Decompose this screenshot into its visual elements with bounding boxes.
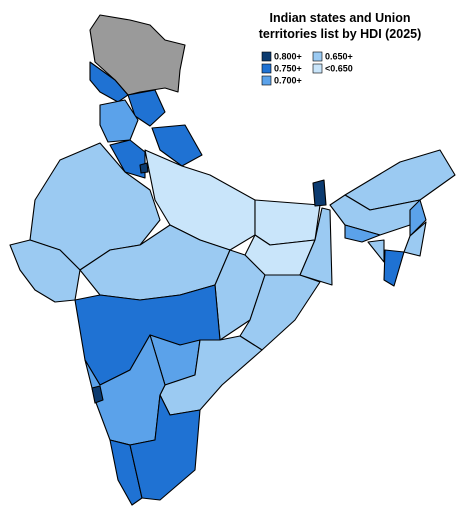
state	[254, 199, 321, 246]
legend-swatch	[312, 51, 323, 62]
state	[127, 89, 166, 127]
legend-swatch	[261, 51, 272, 62]
state	[129, 394, 201, 501]
legend-label: 0.650+	[325, 51, 353, 61]
legend-label: 0.700+	[274, 75, 302, 85]
state	[383, 249, 405, 287]
legend-swatch	[312, 63, 323, 74]
state	[344, 149, 456, 211]
legend-label: <0.650	[325, 63, 353, 73]
map-title-line: territories list by HDI (2025)	[259, 27, 422, 41]
state	[344, 224, 381, 243]
state	[367, 239, 385, 263]
states	[9, 14, 456, 506]
state	[151, 124, 203, 167]
state	[139, 162, 149, 174]
map-title-line: Indian states and Union	[270, 11, 411, 25]
state	[299, 207, 333, 286]
state	[109, 439, 143, 506]
state	[91, 385, 104, 404]
state	[403, 221, 427, 257]
legend-swatch	[261, 75, 272, 86]
state	[312, 179, 327, 207]
state	[144, 149, 256, 251]
legend-swatch	[261, 63, 272, 74]
state	[409, 199, 427, 237]
legend-label: 0.750+	[274, 63, 302, 73]
legend-label: 0.800+	[274, 51, 302, 61]
legend: 0.800+ 0.750+ 0.700+ 0.650+ <0.650	[261, 51, 353, 86]
